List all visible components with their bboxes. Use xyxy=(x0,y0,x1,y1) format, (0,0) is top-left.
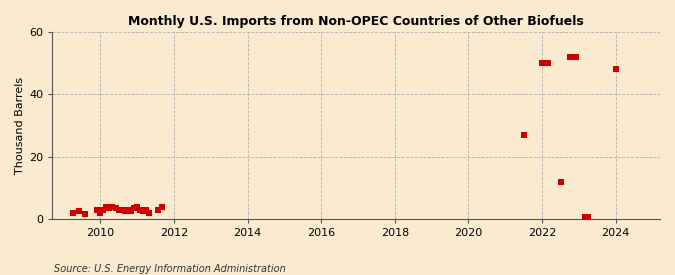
Point xyxy=(68,211,78,215)
Point xyxy=(555,179,566,184)
Point xyxy=(92,207,103,212)
Point xyxy=(564,55,575,59)
Point xyxy=(543,61,554,65)
Point xyxy=(98,207,109,212)
Point xyxy=(113,207,124,212)
Point xyxy=(119,209,130,213)
Point xyxy=(95,211,105,215)
Point xyxy=(580,215,591,220)
Point xyxy=(537,61,547,65)
Point xyxy=(116,207,127,212)
Point xyxy=(104,206,115,210)
Point xyxy=(126,209,136,213)
Point xyxy=(610,67,621,72)
Point xyxy=(80,212,90,216)
Y-axis label: Thousand Barrels: Thousand Barrels xyxy=(15,77,25,174)
Point xyxy=(518,133,529,137)
Text: Source: U.S. Energy Information Administration: Source: U.S. Energy Information Administ… xyxy=(54,264,286,274)
Point xyxy=(138,209,148,213)
Point xyxy=(134,207,145,212)
Point xyxy=(122,207,133,212)
Point xyxy=(107,204,117,209)
Point xyxy=(583,215,593,220)
Point xyxy=(110,206,121,210)
Point xyxy=(570,55,581,59)
Point xyxy=(153,207,164,212)
Point xyxy=(141,207,152,212)
Point xyxy=(132,204,142,209)
Point xyxy=(157,204,167,209)
Point xyxy=(129,206,140,210)
Point xyxy=(101,204,112,209)
Title: Monthly U.S. Imports from Non-OPEC Countries of Other Biofuels: Monthly U.S. Imports from Non-OPEC Count… xyxy=(128,15,584,28)
Point xyxy=(74,209,84,213)
Point xyxy=(144,211,155,215)
